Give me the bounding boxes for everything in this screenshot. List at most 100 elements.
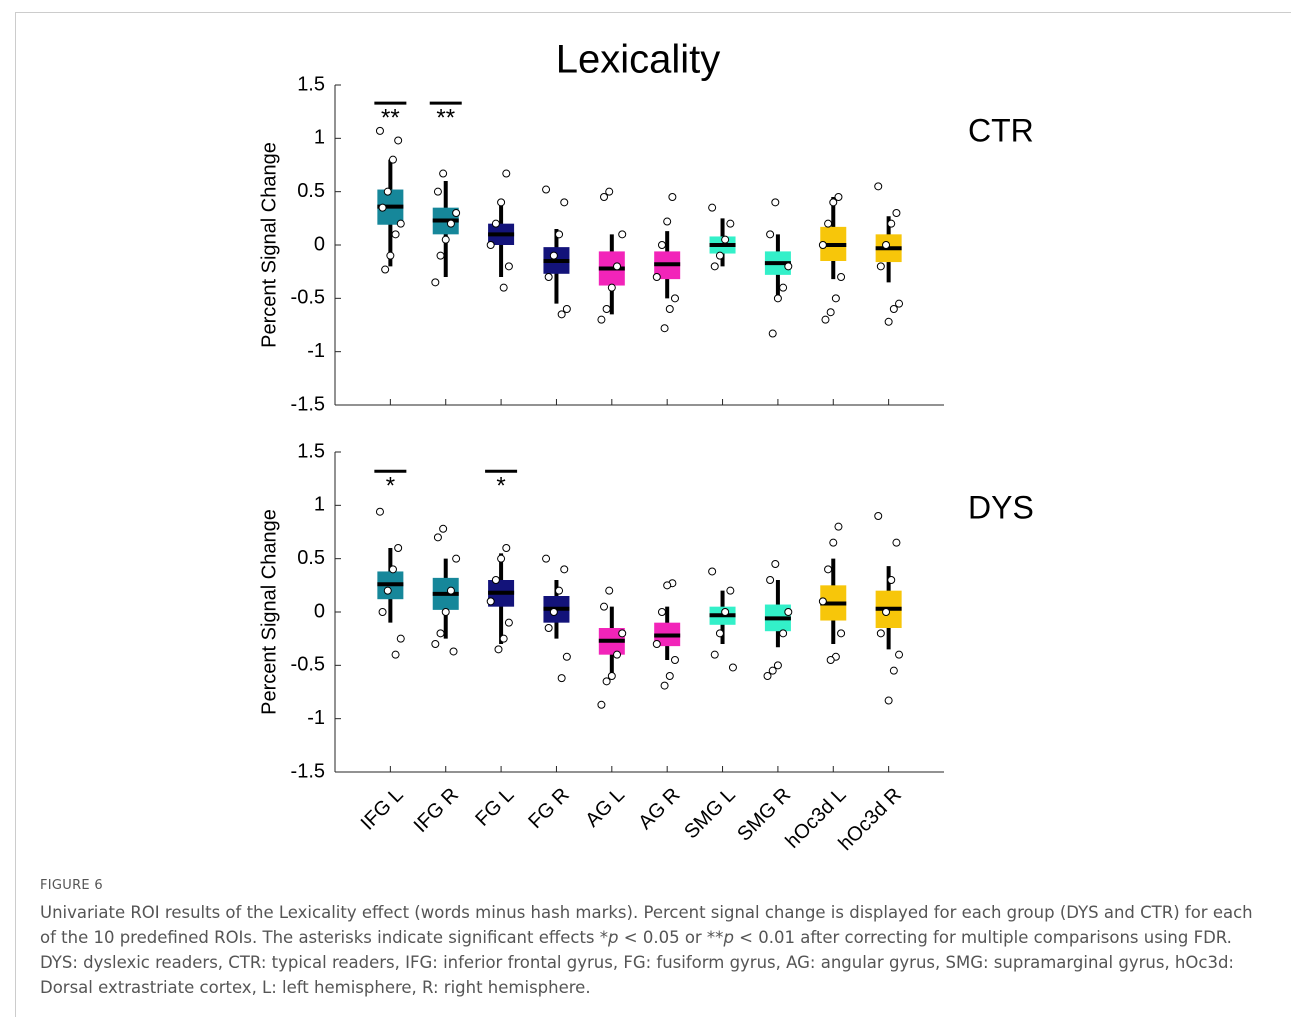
data-point bbox=[670, 294, 679, 303]
data-point bbox=[779, 629, 788, 638]
data-point bbox=[499, 283, 508, 292]
data-point bbox=[562, 652, 571, 661]
data-point bbox=[710, 650, 719, 659]
data-point bbox=[557, 310, 566, 319]
data-point bbox=[668, 193, 677, 201]
data-point bbox=[708, 567, 717, 576]
data-point bbox=[600, 193, 609, 201]
data-point bbox=[602, 305, 611, 313]
significance-label: * bbox=[386, 473, 395, 500]
data-point bbox=[388, 565, 397, 574]
data-point bbox=[394, 544, 403, 552]
y-tick-label: 0 bbox=[314, 600, 325, 622]
y-tick-label: 1 bbox=[314, 494, 325, 516]
x-tick-label: AG R bbox=[634, 784, 684, 834]
x-tick-label: FG L bbox=[471, 784, 518, 831]
data-point bbox=[882, 608, 891, 616]
data-point bbox=[544, 273, 553, 281]
data-point bbox=[497, 198, 506, 207]
data-point bbox=[887, 576, 896, 584]
data-point bbox=[771, 560, 780, 568]
data-point bbox=[618, 629, 627, 638]
data-point bbox=[391, 650, 400, 659]
data-point bbox=[452, 209, 461, 217]
y-tick-label: 1.5 bbox=[297, 440, 325, 462]
data-point bbox=[449, 647, 458, 656]
data-point bbox=[670, 656, 679, 664]
data-point bbox=[560, 198, 569, 207]
data-point bbox=[597, 700, 606, 709]
figure-label: FIGURE 6 bbox=[40, 878, 103, 893]
y-tick-label: 1 bbox=[314, 127, 325, 149]
data-point bbox=[441, 235, 450, 244]
data-point bbox=[597, 315, 606, 324]
significance-label: ** bbox=[436, 104, 455, 131]
data-point bbox=[452, 554, 461, 563]
data-point bbox=[784, 262, 793, 271]
data-point bbox=[502, 544, 511, 552]
data-point bbox=[771, 198, 780, 207]
data-point bbox=[882, 241, 891, 249]
data-point bbox=[818, 241, 827, 249]
data-point bbox=[710, 262, 719, 271]
data-point bbox=[549, 608, 558, 616]
data-point bbox=[766, 576, 775, 584]
data-point bbox=[502, 169, 511, 178]
data-point bbox=[613, 650, 622, 659]
data-point bbox=[831, 294, 840, 303]
data-point bbox=[892, 538, 901, 547]
y-tick-label: 0.5 bbox=[297, 180, 325, 202]
y-axis-label: Percent Signal Change bbox=[258, 509, 280, 715]
data-point bbox=[439, 169, 448, 178]
data-point bbox=[542, 185, 551, 194]
data-point bbox=[663, 581, 672, 590]
data-point bbox=[887, 219, 896, 228]
data-point bbox=[884, 696, 893, 705]
data-point bbox=[383, 586, 392, 595]
data-point bbox=[715, 629, 724, 638]
data-point bbox=[721, 235, 730, 244]
chart-title: Lexicality bbox=[556, 38, 721, 82]
data-point bbox=[497, 554, 506, 563]
data-point bbox=[431, 278, 440, 287]
data-point bbox=[773, 661, 782, 670]
data-point bbox=[602, 677, 611, 686]
data-point bbox=[826, 308, 835, 317]
y-tick-label: -1.5 bbox=[291, 393, 325, 415]
data-point bbox=[486, 241, 495, 249]
data-point bbox=[433, 533, 442, 542]
data-point bbox=[715, 251, 724, 260]
x-tick-label: IFG R bbox=[410, 784, 463, 837]
data-point bbox=[555, 230, 564, 239]
data-point bbox=[892, 209, 901, 217]
caption: Univariate ROI results of the Lexicality… bbox=[40, 900, 1265, 1000]
data-point bbox=[383, 187, 392, 196]
data-point bbox=[829, 538, 838, 547]
x-tick-label: SMG L bbox=[680, 784, 740, 844]
data-point bbox=[773, 294, 782, 303]
data-point bbox=[884, 317, 893, 326]
x-tick-label: IFG L bbox=[357, 784, 408, 835]
data-point bbox=[726, 586, 735, 595]
x-tick-label: AG L bbox=[581, 784, 629, 832]
data-point bbox=[874, 512, 883, 520]
caption-italic: p bbox=[723, 928, 734, 947]
data-point bbox=[388, 155, 397, 164]
data-point bbox=[381, 265, 390, 274]
data-point bbox=[821, 315, 830, 324]
data-point bbox=[607, 283, 616, 292]
y-tick-label: -0.5 bbox=[291, 654, 325, 676]
data-point bbox=[721, 608, 730, 616]
y-tick-label: -1 bbox=[307, 340, 325, 362]
data-point bbox=[763, 672, 772, 680]
data-point bbox=[784, 608, 793, 616]
data-point bbox=[542, 554, 551, 563]
data-point bbox=[504, 618, 513, 627]
data-point bbox=[613, 262, 622, 271]
data-point bbox=[394, 136, 403, 145]
data-point bbox=[544, 624, 553, 632]
panel-label: CTR bbox=[968, 112, 1034, 148]
data-point bbox=[557, 674, 566, 683]
data-point bbox=[436, 251, 445, 260]
